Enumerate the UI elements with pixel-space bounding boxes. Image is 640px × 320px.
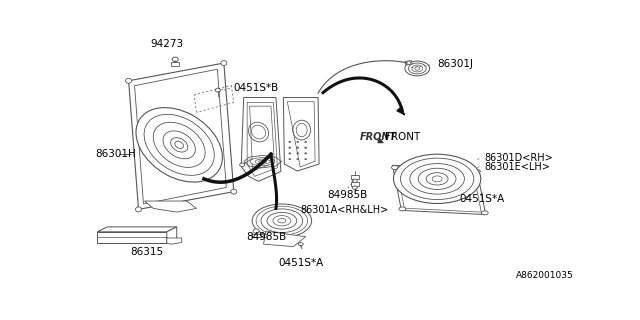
Ellipse shape xyxy=(352,179,357,182)
Ellipse shape xyxy=(474,170,480,173)
Text: 86301J: 86301J xyxy=(437,59,473,69)
Ellipse shape xyxy=(297,158,299,160)
Ellipse shape xyxy=(136,108,222,182)
Ellipse shape xyxy=(260,234,265,237)
Ellipse shape xyxy=(394,154,481,204)
Ellipse shape xyxy=(289,158,291,160)
Ellipse shape xyxy=(231,189,237,194)
Polygon shape xyxy=(167,238,182,244)
Text: 84985B: 84985B xyxy=(246,232,286,242)
Ellipse shape xyxy=(289,141,291,143)
Ellipse shape xyxy=(125,78,132,83)
Polygon shape xyxy=(392,165,486,215)
Polygon shape xyxy=(97,232,167,244)
Polygon shape xyxy=(264,231,306,247)
Polygon shape xyxy=(405,60,412,65)
Text: 0451S*A: 0451S*A xyxy=(278,258,323,268)
Polygon shape xyxy=(241,98,281,181)
Polygon shape xyxy=(97,227,177,232)
Text: 86301D<RH>: 86301D<RH> xyxy=(484,153,553,163)
Text: 86301E<LH>: 86301E<LH> xyxy=(484,162,550,172)
Ellipse shape xyxy=(289,147,291,148)
Ellipse shape xyxy=(297,153,299,154)
Ellipse shape xyxy=(399,207,406,211)
Ellipse shape xyxy=(481,211,488,215)
Polygon shape xyxy=(129,63,234,209)
Text: 86301H: 86301H xyxy=(95,149,136,159)
Ellipse shape xyxy=(221,60,227,66)
Ellipse shape xyxy=(172,57,178,61)
Polygon shape xyxy=(252,234,260,237)
Ellipse shape xyxy=(305,147,307,148)
Ellipse shape xyxy=(305,158,307,160)
Polygon shape xyxy=(172,62,179,66)
Text: 84985B: 84985B xyxy=(328,190,368,200)
Text: FRONT: FRONT xyxy=(360,132,397,142)
Ellipse shape xyxy=(240,163,244,166)
Ellipse shape xyxy=(305,153,307,154)
Polygon shape xyxy=(145,201,196,212)
Ellipse shape xyxy=(216,88,220,92)
Ellipse shape xyxy=(289,153,291,154)
Ellipse shape xyxy=(253,229,259,233)
Text: 86315: 86315 xyxy=(131,247,164,257)
Ellipse shape xyxy=(392,165,399,170)
Text: 0451S*A: 0451S*A xyxy=(459,194,504,204)
Ellipse shape xyxy=(406,61,411,65)
Polygon shape xyxy=(259,234,266,237)
Polygon shape xyxy=(351,175,359,179)
Ellipse shape xyxy=(250,158,275,165)
Text: 94273: 94273 xyxy=(150,39,184,50)
Text: FRONT: FRONT xyxy=(385,132,420,142)
Polygon shape xyxy=(167,227,177,244)
Text: A862001035: A862001035 xyxy=(516,271,573,280)
Text: 0451S*B: 0451S*B xyxy=(234,83,279,93)
Ellipse shape xyxy=(305,141,307,143)
Polygon shape xyxy=(351,182,359,186)
Ellipse shape xyxy=(297,147,299,148)
Ellipse shape xyxy=(352,186,357,189)
Polygon shape xyxy=(284,98,319,171)
Ellipse shape xyxy=(252,204,312,237)
Ellipse shape xyxy=(297,141,299,143)
Ellipse shape xyxy=(136,207,141,212)
Ellipse shape xyxy=(298,243,303,246)
Ellipse shape xyxy=(405,61,429,76)
Text: 86301A<RH&LH>: 86301A<RH&LH> xyxy=(301,205,389,215)
